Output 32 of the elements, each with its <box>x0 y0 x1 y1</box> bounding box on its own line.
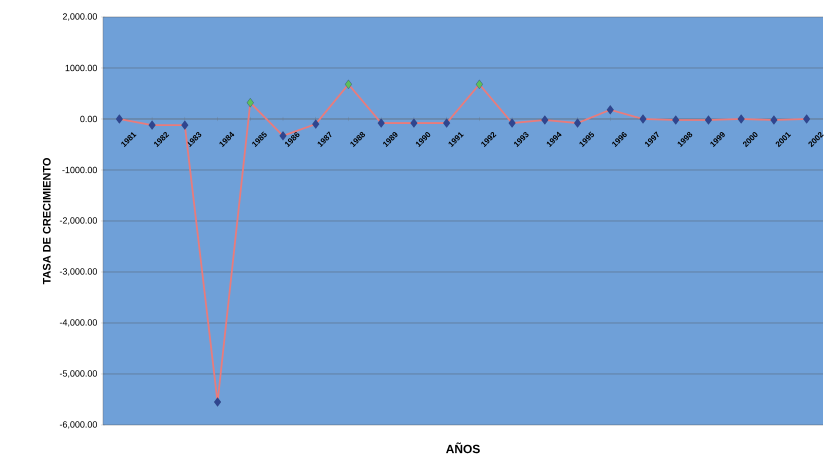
point <box>344 80 352 89</box>
y-tick-label: -1000.00 <box>62 166 98 174</box>
point <box>738 114 745 124</box>
point <box>410 118 418 128</box>
y-tick-label: 0.00 <box>80 116 98 122</box>
y-tick-label: 1000.00 <box>66 64 98 72</box>
point <box>476 80 483 89</box>
point <box>181 120 188 130</box>
point <box>116 114 123 124</box>
point <box>606 105 614 114</box>
y-axis-title: TASA DE CRECIMIENTO <box>42 158 51 284</box>
y-tick-label: 2,000.00 <box>62 13 98 21</box>
point <box>574 118 582 128</box>
point <box>508 118 516 128</box>
y-tick-label: -6,000.00 <box>60 421 98 429</box>
y-tick-label: -3,000.00 <box>60 268 98 276</box>
point <box>312 119 320 129</box>
point <box>443 118 450 128</box>
x-axis-title: AÑOS <box>446 442 480 454</box>
point <box>541 115 548 125</box>
point <box>148 120 156 130</box>
y-tick-label: -5,000.00 <box>60 370 98 378</box>
point <box>803 114 810 124</box>
point <box>672 115 680 125</box>
point <box>639 114 647 124</box>
point <box>378 118 385 128</box>
point <box>246 98 254 108</box>
point <box>704 115 712 125</box>
y-tick-label: -2,000.00 <box>60 217 98 225</box>
point <box>770 115 778 125</box>
y-tick-label: -4,000.00 <box>60 319 98 327</box>
point <box>214 397 222 407</box>
